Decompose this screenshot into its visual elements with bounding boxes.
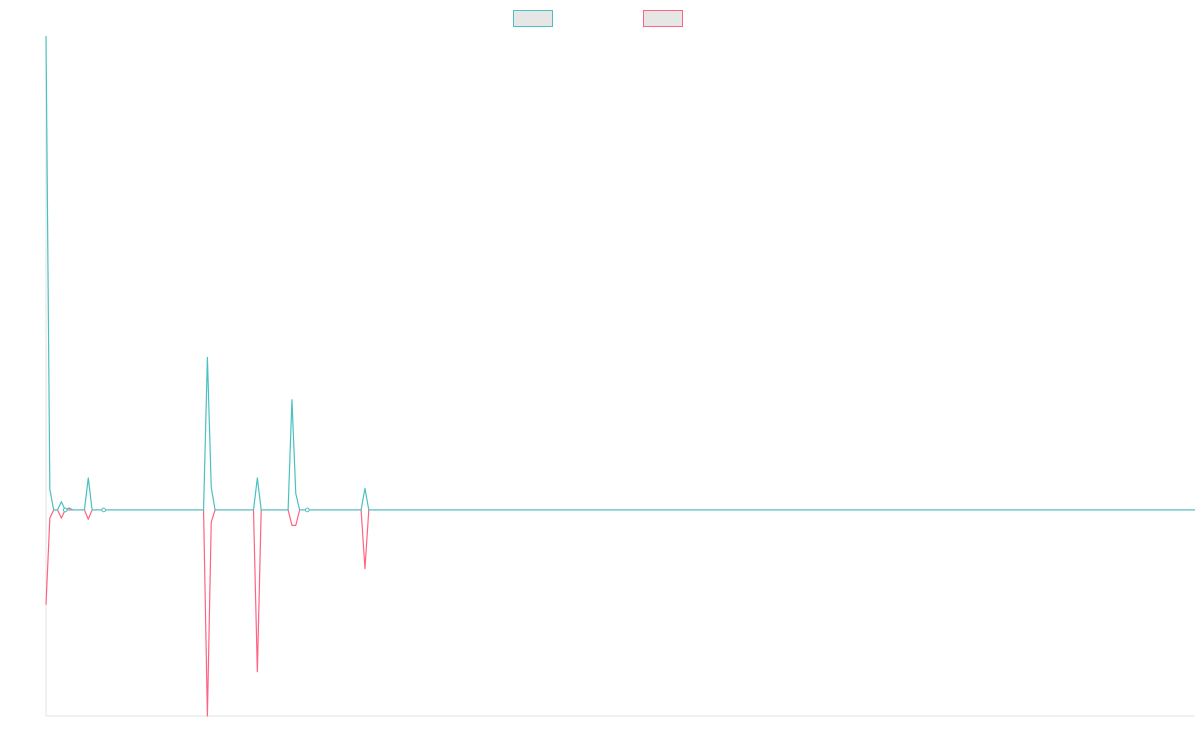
chart-marker-layer xyxy=(62,507,310,513)
series-line-1[interactable] xyxy=(45,35,1195,511)
data-point-marker-3[interactable] xyxy=(305,507,310,513)
chart-axes xyxy=(45,36,1195,717)
data-point-marker-2[interactable] xyxy=(101,507,106,513)
legend-swatch-series-1 xyxy=(513,9,553,27)
chart-series-layer xyxy=(45,35,1195,717)
data-point-marker-1[interactable] xyxy=(62,507,68,513)
chart-legend xyxy=(0,9,1200,27)
legend-swatch-series-2 xyxy=(643,9,683,27)
series-line-2[interactable] xyxy=(45,509,1195,717)
legend-item-series-1[interactable] xyxy=(513,9,559,27)
legend-item-series-2[interactable] xyxy=(643,9,689,27)
